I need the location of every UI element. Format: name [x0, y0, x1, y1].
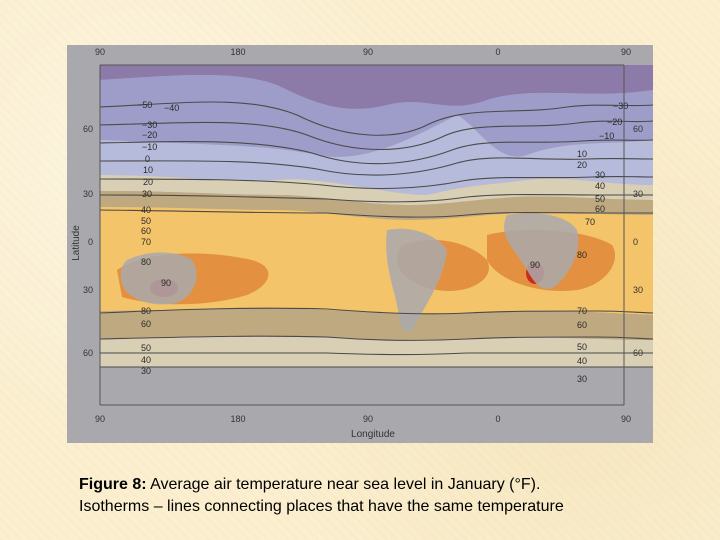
left-latitude-label: 30 [83, 285, 93, 295]
isotherm-line [99, 101, 653, 136]
isotherm-label: 50 [141, 216, 151, 226]
map-svg: 90 180 90 0 90 90 180 90 0 90 Longitude … [67, 45, 653, 443]
right-latitude-label: 30 [633, 189, 643, 199]
band-cold [100, 75, 653, 157]
band-mild-north [100, 175, 653, 205]
isotherm-label: 80 [141, 306, 151, 316]
bottom-longitude-label: 0 [495, 414, 500, 424]
isotherm-line [99, 139, 653, 165]
isotherm-label: 70 [141, 237, 151, 247]
temperature-map: 90 180 90 0 90 90 180 90 0 90 Longitude … [67, 45, 653, 443]
land-south-america [386, 228, 447, 332]
top-longitude-label: 90 [95, 47, 105, 57]
isotherm-line [99, 157, 653, 176]
isotherm-label: 40 [141, 355, 151, 365]
caption-label: Figure 8: [79, 476, 147, 493]
isotherm-label: 60 [141, 319, 151, 329]
isotherm-label: 20 [577, 160, 587, 170]
isotherm-label: −30 [142, 120, 157, 130]
bottom-longitude-label: 90 [621, 414, 631, 424]
isotherm-label: 0 [145, 154, 150, 164]
isotherm-label: 60 [595, 204, 605, 214]
isotherm-label: 10 [143, 165, 153, 175]
isotherm-line [99, 176, 653, 190]
band-mild-south [100, 336, 653, 367]
isotherm-labels-pacific: −50 −40 −30 −20 −10 0 10 20 30 40 50 60 … [137, 100, 179, 376]
isotherm-label: 50 [595, 194, 605, 204]
bottom-longitude-label: 90 [363, 414, 373, 424]
top-longitude-label: 180 [230, 47, 245, 57]
caption-line-2: Isotherms – lines connecting places that… [79, 498, 564, 515]
right-latitude-label: 0 [633, 237, 638, 247]
band-coldest [100, 65, 653, 109]
right-latitude-label: 30 [633, 285, 643, 295]
band-cool [100, 115, 653, 195]
isotherm-line [99, 193, 653, 203]
isotherm-line [99, 335, 653, 341]
right-latitude-label: 60 [633, 348, 643, 358]
isotherm-label: 80 [577, 250, 587, 260]
left-latitude-label: 30 [83, 189, 93, 199]
isotherm-label: −20 [607, 117, 622, 127]
isotherm-label: 70 [585, 217, 595, 227]
latitude-axis-title: Latitude [71, 225, 82, 261]
isotherm-label: 10 [577, 149, 587, 159]
figure-caption: Figure 8: Average air temperature near s… [79, 474, 679, 518]
isotherm-label: 50 [141, 343, 151, 353]
isotherm-label: 20 [143, 177, 153, 187]
isotherm-label: 30 [141, 366, 151, 376]
isotherm-label: 40 [141, 205, 151, 215]
isotherm-lines [99, 101, 653, 368]
isotherm-label: 40 [577, 356, 587, 366]
isotherm-label: 30 [595, 170, 605, 180]
isotherm-line [99, 352, 653, 356]
land-australia [120, 252, 197, 305]
right-latitude-label: 60 [633, 124, 643, 134]
left-latitude-label: 0 [88, 237, 93, 247]
band-temperate-south [100, 307, 653, 340]
isotherm-label: 40 [595, 181, 605, 191]
isotherm-label: 70 [577, 306, 587, 316]
isotherm-label: 50 [577, 342, 587, 352]
isotherm-label: 60 [577, 320, 587, 330]
isotherm-line [99, 209, 653, 218]
isotherm-label: −50 [137, 100, 152, 110]
isotherm-label: 90 [161, 278, 171, 288]
bottom-longitude-label: 180 [230, 414, 245, 424]
caption-line-1: Figure 8: Average air temperature near s… [79, 474, 679, 496]
left-latitude-label: 60 [83, 124, 93, 134]
left-latitude-label: 60 [83, 348, 93, 358]
isotherm-label: 30 [577, 374, 587, 384]
isotherm-label: −30 [613, 101, 628, 111]
isotherm-label: −20 [142, 130, 157, 140]
isotherm-label: −10 [599, 131, 614, 141]
isotherm-label: 60 [141, 226, 151, 236]
isotherm-labels-atlantic: −30 −20 −10 10 20 30 40 50 60 70 90 80 7… [530, 101, 628, 384]
isotherm-label: 80 [141, 257, 151, 267]
top-longitude-label: 90 [621, 47, 631, 57]
frame [99, 64, 625, 406]
top-longitude-label: 90 [363, 47, 373, 57]
isotherm-label: −40 [164, 103, 179, 113]
caption-text: Average air temperature near sea level i… [146, 476, 541, 493]
land-africa [504, 213, 579, 290]
top-longitude-label: 0 [495, 47, 500, 57]
isotherm-line [99, 307, 653, 315]
longitude-axis-title: Longitude [351, 429, 395, 440]
isotherm-label: 30 [142, 189, 152, 199]
isotherm-label: 90 [530, 260, 540, 270]
isotherm-line [99, 120, 653, 151]
isotherm-label: −10 [142, 142, 157, 152]
bottom-longitude-label: 90 [95, 414, 105, 424]
